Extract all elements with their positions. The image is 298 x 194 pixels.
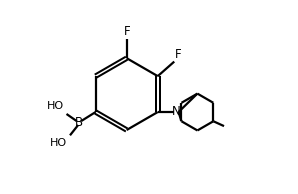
Text: HO: HO: [50, 138, 67, 148]
Text: F: F: [123, 25, 130, 38]
Text: B: B: [75, 116, 83, 129]
Text: N: N: [172, 105, 181, 118]
Text: HO: HO: [47, 101, 64, 111]
Text: F: F: [175, 48, 182, 61]
